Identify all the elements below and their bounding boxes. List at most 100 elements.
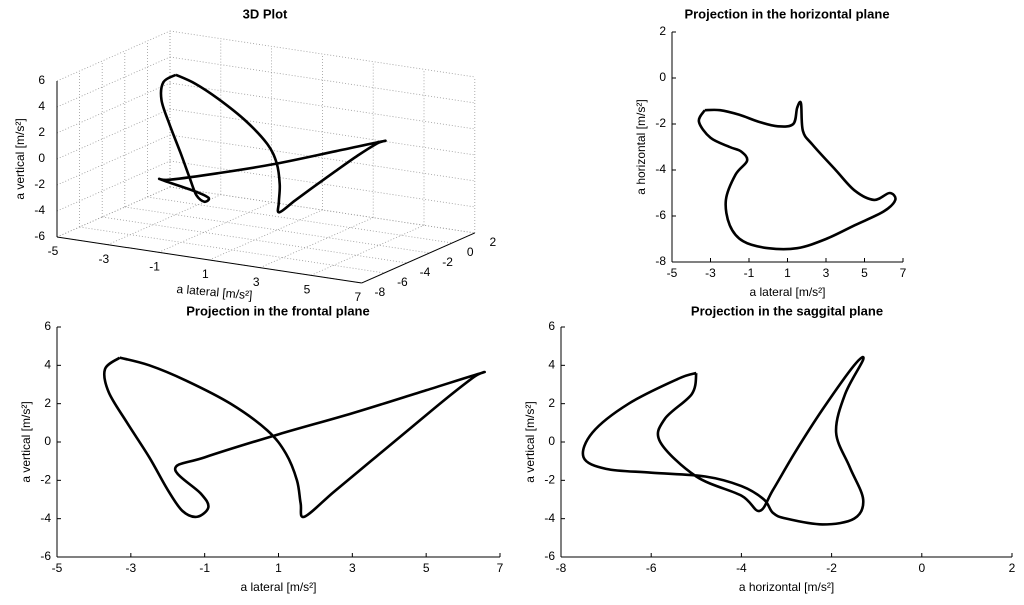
grid-line (56, 186, 171, 238)
y-tick-label: -4 (40, 511, 51, 525)
x-tick-label: 7 (497, 561, 504, 575)
z-tick-label: 4 (38, 99, 45, 113)
grid-line (169, 160, 475, 208)
grid-line (56, 160, 171, 212)
grid-line (169, 108, 475, 156)
y-tick-label: 4 (548, 358, 555, 372)
grid-line (56, 30, 171, 82)
grid-line (56, 134, 171, 186)
x-tick-label: 0 (918, 561, 925, 575)
y-tick-label: -6 (544, 549, 555, 563)
y-tick-label: -6 (655, 208, 666, 222)
x-tick-label: 5 (304, 282, 311, 296)
y-tick-label: 6 (44, 319, 51, 333)
grid-line (169, 134, 475, 182)
grid-line (158, 201, 272, 253)
x-tick-label: 3 (823, 266, 830, 280)
x-tick-label: 7 (354, 290, 361, 304)
y-tick-label: -6 (40, 549, 51, 563)
y-tick-label: 2 (659, 24, 666, 38)
x-tick-label: -1 (744, 266, 755, 280)
x-tick-label: 1 (202, 267, 209, 281)
z-tick-label: 2 (38, 125, 45, 139)
y-axis-label: a vertical [m/s²] (19, 401, 33, 482)
x-tick-label: 5 (423, 561, 430, 575)
x-tick-label: 3 (253, 275, 260, 289)
grid-line (56, 108, 171, 160)
z-tick-label: -6 (34, 229, 45, 243)
y-tick-label: -4 (655, 162, 666, 176)
y-tick-label: -2 (40, 473, 51, 487)
grid-line (107, 194, 221, 246)
grid-line (260, 217, 374, 269)
y-tick-label: -4 (420, 265, 431, 279)
y-tick-label: 4 (44, 358, 51, 372)
x-tick-label: -1 (149, 259, 160, 273)
chart-title: 3D Plot (243, 6, 288, 21)
grid-line (56, 56, 171, 108)
data-line (581, 355, 865, 526)
x-tick-label: -6 (646, 561, 657, 575)
z-tick-label: 0 (38, 151, 45, 165)
grid-line (169, 30, 475, 78)
grid-line (169, 82, 475, 130)
x-tick-label: 5 (861, 266, 868, 280)
y-tick-label: -8 (655, 254, 666, 268)
grid-line (209, 209, 323, 261)
y-tick-label: 0 (548, 434, 555, 448)
z-tick-label: -4 (34, 203, 45, 217)
y-tick-label: 2 (489, 235, 496, 249)
y-axis (361, 232, 476, 284)
x-tick-label: -4 (736, 561, 747, 575)
x-axis-label: a lateral [m/s²] (749, 285, 825, 299)
x-tick-label: -8 (556, 561, 567, 575)
grid-line (124, 206, 430, 254)
x-tick-label: -5 (667, 266, 678, 280)
grid-line (147, 196, 453, 244)
grid-line (169, 56, 475, 104)
data-line (697, 100, 897, 251)
z-axis-label: a vertical [m/s²] (13, 118, 27, 199)
x-axis-label: a lateral [m/s²] (240, 580, 316, 594)
grid-line (56, 82, 171, 134)
chart-title: Projection in the frontal plane (186, 303, 369, 318)
y-axis-label: a vertical [m/s²] (523, 401, 537, 482)
z-tick-label: -2 (34, 177, 45, 191)
y-tick-label: 0 (44, 434, 51, 448)
z-tick-label: 6 (38, 73, 45, 87)
x-tick-label: 2 (1009, 561, 1016, 575)
x-tick-label: -1 (199, 561, 210, 575)
chart-title: Projection in the saggital plane (691, 303, 883, 318)
x-axis-label: a horizontal [m/s²] (739, 580, 834, 594)
y-tick-label: 2 (44, 396, 51, 410)
y-axis-label: a horizontal [m/s²] (634, 99, 648, 194)
chart-title: Projection in the horizontal plane (684, 6, 889, 21)
x-tick-label: -3 (705, 266, 716, 280)
data-line (102, 356, 486, 519)
data-line-3d (157, 73, 387, 214)
x-tick-label: -5 (52, 561, 63, 575)
y-tick-label: 0 (659, 70, 666, 84)
x-tick-label: -2 (826, 561, 837, 575)
x-tick-label: 1 (275, 561, 282, 575)
y-tick-label: -2 (544, 473, 555, 487)
grid-line (79, 226, 385, 274)
y-tick-label: 6 (548, 319, 555, 333)
x-axis (56, 236, 362, 284)
y-tick-label: -2 (655, 116, 666, 130)
y-tick-label: -6 (397, 275, 408, 289)
y-tick-label: 2 (548, 396, 555, 410)
y-tick-label: -4 (544, 511, 555, 525)
x-tick-label: 7 (900, 266, 907, 280)
grid-line (102, 216, 408, 264)
x-tick-label: 1 (784, 266, 791, 280)
x-tick-label: -3 (125, 561, 136, 575)
x-tick-label: -5 (48, 244, 59, 258)
y-tick-label: 0 (467, 245, 474, 259)
y-tick-label: -8 (374, 285, 385, 299)
x-axis-label: a lateral [m/s²] (176, 282, 253, 303)
x-tick-label: 3 (349, 561, 356, 575)
x-tick-label: -3 (98, 252, 109, 266)
y-tick-label: -2 (442, 255, 453, 269)
